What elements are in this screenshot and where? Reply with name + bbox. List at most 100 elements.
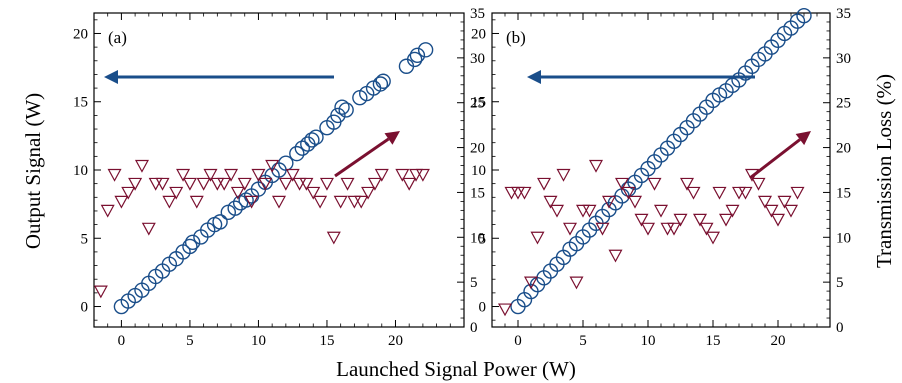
output-signal-point bbox=[796, 8, 812, 24]
y-tick-label-right: 30 bbox=[836, 51, 851, 67]
output-signal-point bbox=[289, 145, 305, 162]
y-tick-label-right: 30 bbox=[470, 51, 485, 67]
transmission-loss-point bbox=[569, 276, 584, 290]
output-signal-point bbox=[278, 155, 294, 171]
transmission-loss-point bbox=[725, 204, 740, 218]
transmission-loss-point bbox=[764, 204, 779, 218]
transmission-loss-point bbox=[757, 195, 773, 209]
y-tick-label-right: 35 bbox=[470, 6, 485, 22]
output-signal-point bbox=[294, 140, 310, 156]
transmission-loss-point bbox=[141, 222, 156, 236]
output-signal-point bbox=[304, 132, 320, 148]
transmission-loss-point bbox=[196, 177, 211, 191]
transmission-loss-point bbox=[354, 195, 369, 209]
transmission-loss-point bbox=[230, 186, 245, 200]
transmission-loss-point bbox=[653, 204, 669, 218]
y-tick-label-left: 15 bbox=[471, 95, 486, 111]
output-signal-point bbox=[409, 47, 426, 64]
transmission-loss-point bbox=[517, 186, 532, 200]
output-signal-point bbox=[417, 42, 434, 58]
right-axis-arrow bbox=[749, 131, 811, 180]
output-signal-point bbox=[334, 99, 350, 115]
transmission-loss-point bbox=[203, 168, 218, 182]
y-tick-label-right: 20 bbox=[470, 141, 485, 157]
transmission-loss-point bbox=[790, 186, 805, 200]
x-axis-label: Launched Signal Power (W) bbox=[336, 357, 576, 381]
transmission-loss-point bbox=[738, 186, 753, 200]
transmission-loss-point bbox=[692, 213, 708, 227]
x-tick-label: 10 bbox=[641, 333, 656, 349]
transmission-loss-point bbox=[666, 222, 682, 236]
transmission-loss-point bbox=[210, 177, 225, 191]
y-tick-label-left: 20 bbox=[73, 26, 88, 42]
y-tick-label-right: 20 bbox=[836, 141, 851, 157]
transmission-loss-point bbox=[588, 159, 604, 173]
output-signal-point bbox=[406, 51, 423, 68]
y-tick-label-right: 5 bbox=[470, 275, 478, 291]
y-tick-label-right: 0 bbox=[470, 320, 478, 336]
transmission-loss-point bbox=[176, 168, 191, 182]
transmission-loss-point bbox=[244, 195, 259, 209]
transmission-loss-point bbox=[621, 186, 636, 200]
panel-label: (a) bbox=[108, 28, 127, 47]
transmission-loss-point bbox=[601, 195, 617, 209]
transmission-loss-point bbox=[395, 168, 410, 182]
transmission-loss-point bbox=[333, 195, 348, 209]
transmission-loss-point bbox=[402, 177, 417, 191]
transmission-loss-point bbox=[536, 177, 552, 191]
transmission-loss-point bbox=[510, 186, 526, 200]
transmission-loss-point bbox=[251, 168, 266, 182]
transmission-loss-point bbox=[271, 195, 287, 209]
output-signal-point bbox=[182, 238, 198, 255]
y-tick-label-left: 10 bbox=[471, 163, 486, 179]
transmission-loss-point bbox=[731, 186, 747, 200]
panel-label: (b) bbox=[506, 28, 526, 47]
x-tick-label: 20 bbox=[388, 333, 403, 349]
transmission-loss-point bbox=[162, 195, 177, 209]
y-tick-label-right: 5 bbox=[836, 275, 844, 291]
transmission-loss-point bbox=[777, 195, 792, 209]
x-tick-label: 10 bbox=[251, 333, 266, 349]
transmission-loss-point bbox=[647, 177, 662, 191]
output-signal-point bbox=[330, 107, 346, 124]
transmission-loss-point bbox=[189, 195, 204, 209]
right-axis-arrow-head bbox=[795, 131, 811, 146]
y-tick-label-left: 10 bbox=[73, 163, 88, 179]
transmission-loss-point bbox=[326, 231, 341, 245]
x-tick-label: 0 bbox=[118, 333, 126, 349]
transmission-loss-point bbox=[265, 159, 280, 173]
output-signal-point bbox=[212, 214, 228, 230]
transmission-loss-point bbox=[679, 177, 695, 191]
right-axis-arrow-shaft bbox=[334, 137, 390, 178]
transmission-loss-point bbox=[374, 168, 389, 182]
transmission-loss-point bbox=[128, 177, 143, 191]
transmission-loss-point bbox=[504, 186, 519, 200]
y-tick-label-right: 10 bbox=[836, 230, 851, 246]
transmission-loss-point bbox=[367, 177, 382, 191]
transmission-loss-point bbox=[93, 285, 108, 299]
transmission-loss-point bbox=[614, 177, 630, 191]
transmission-loss-point bbox=[783, 204, 799, 218]
transmission-loss-point bbox=[673, 213, 688, 227]
output-signal-point bbox=[184, 234, 201, 251]
output-signal-point bbox=[372, 76, 389, 92]
transmission-loss-point bbox=[718, 213, 734, 227]
output-signal-series bbox=[510, 8, 812, 315]
transmission-loss-point bbox=[497, 303, 513, 317]
output-signal-point bbox=[238, 192, 254, 208]
y-tick-label-left: 20 bbox=[471, 26, 486, 42]
transmission-loss-point bbox=[523, 276, 539, 290]
transmission-loss-point bbox=[155, 177, 170, 191]
transmission-loss-point bbox=[313, 195, 328, 209]
transmission-loss-point bbox=[217, 177, 232, 191]
transmission-loss-point bbox=[770, 213, 786, 227]
transmission-loss-point bbox=[169, 186, 184, 200]
output-signal-point bbox=[308, 129, 324, 145]
transmission-loss-point bbox=[640, 222, 656, 236]
transmission-loss-point bbox=[705, 231, 721, 245]
y-tick-label-right: 15 bbox=[470, 185, 485, 201]
x-tick-label: 15 bbox=[319, 333, 334, 349]
transmission-loss-point bbox=[292, 177, 307, 191]
transmission-loss-point bbox=[751, 177, 766, 191]
